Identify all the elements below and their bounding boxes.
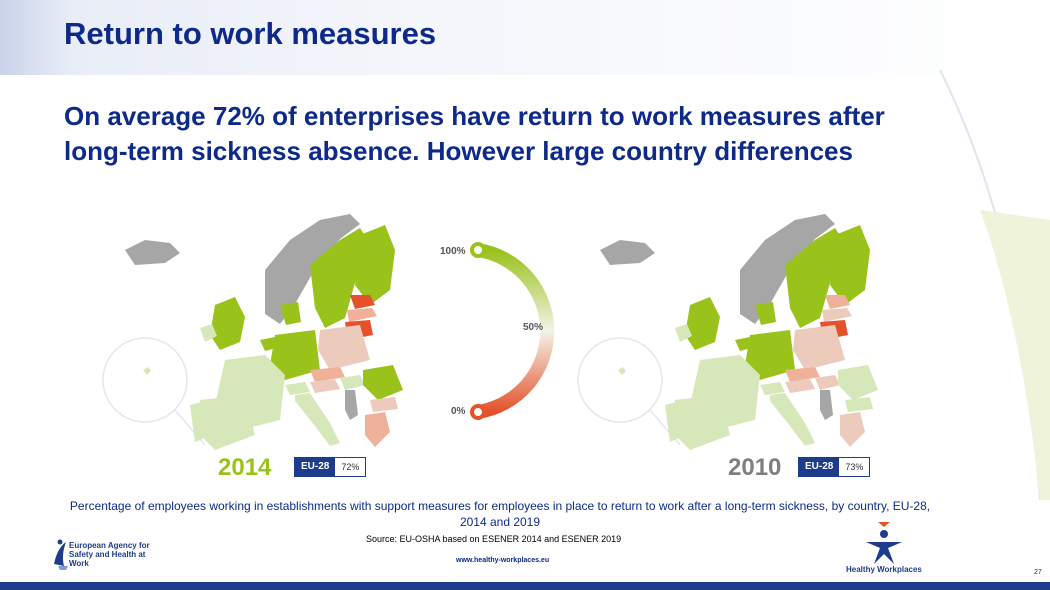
europe-map-2014-icon [102, 214, 403, 450]
ireland-shape [200, 324, 217, 342]
denmark-shape [280, 302, 301, 325]
source-note: Source: EU-OSHA based on ESENER 2014 and… [366, 534, 622, 544]
badge-value: 73% [839, 458, 870, 476]
year-label-2014: 2014 [218, 454, 272, 481]
bulgaria-shape [370, 397, 398, 412]
finland-shape [355, 225, 395, 305]
badge-value: 72% [335, 458, 366, 476]
spain-shape [195, 395, 255, 450]
gauge-scale-icon [470, 242, 555, 420]
gauge-label-mid: 50% [523, 322, 544, 333]
badge-region: EU-28 [799, 458, 840, 476]
sweden-shape [310, 228, 370, 328]
italy-shape [295, 393, 340, 446]
figure-caption: Percentage of employees working in estab… [69, 499, 931, 529]
page-number: 27 [1034, 569, 1042, 576]
website-link[interactable]: www.healthy-workplaces.eu [456, 557, 550, 564]
healthy-workplaces-logo-icon [866, 522, 902, 564]
eu-badge-2014: EU-28 72% [294, 457, 367, 477]
europe-map-2010-icon [577, 214, 878, 450]
gauge-label-top: 100% [440, 246, 466, 257]
eu-badge-2010: EU-28 73% [798, 457, 871, 477]
switzerland-shape [285, 382, 310, 395]
healthy-workplaces-logo-text: Healthy Workplaces [846, 565, 922, 574]
decorative-curve [939, 70, 1050, 500]
slide-subtitle: On average 72% of enterprises have retur… [64, 101, 885, 166]
germany-shape [270, 330, 320, 380]
greece-shape [365, 412, 390, 447]
czech-shape [310, 367, 345, 382]
title-band [0, 0, 1050, 75]
balkans-shape [345, 390, 358, 420]
poland-shape [318, 325, 370, 370]
estonia-shape [350, 295, 375, 309]
iceland-shape [125, 240, 180, 265]
austria-shape [310, 379, 340, 393]
hungary-shape [340, 375, 365, 390]
gauge-label-bottom: 0% [451, 406, 466, 417]
bottom-bar [0, 582, 1050, 590]
slide-title: Return to work measures [64, 16, 437, 51]
uk-shape [210, 297, 245, 350]
agency-logo-text: European Agency for Safety and Health at… [69, 541, 150, 568]
badge-region: EU-28 [295, 458, 336, 476]
latvia-shape [347, 308, 377, 322]
agency-logo-icon [54, 539, 68, 570]
romania-shape [363, 365, 403, 400]
portugal-shape [190, 402, 207, 442]
year-label-2010: 2010 [728, 454, 782, 481]
